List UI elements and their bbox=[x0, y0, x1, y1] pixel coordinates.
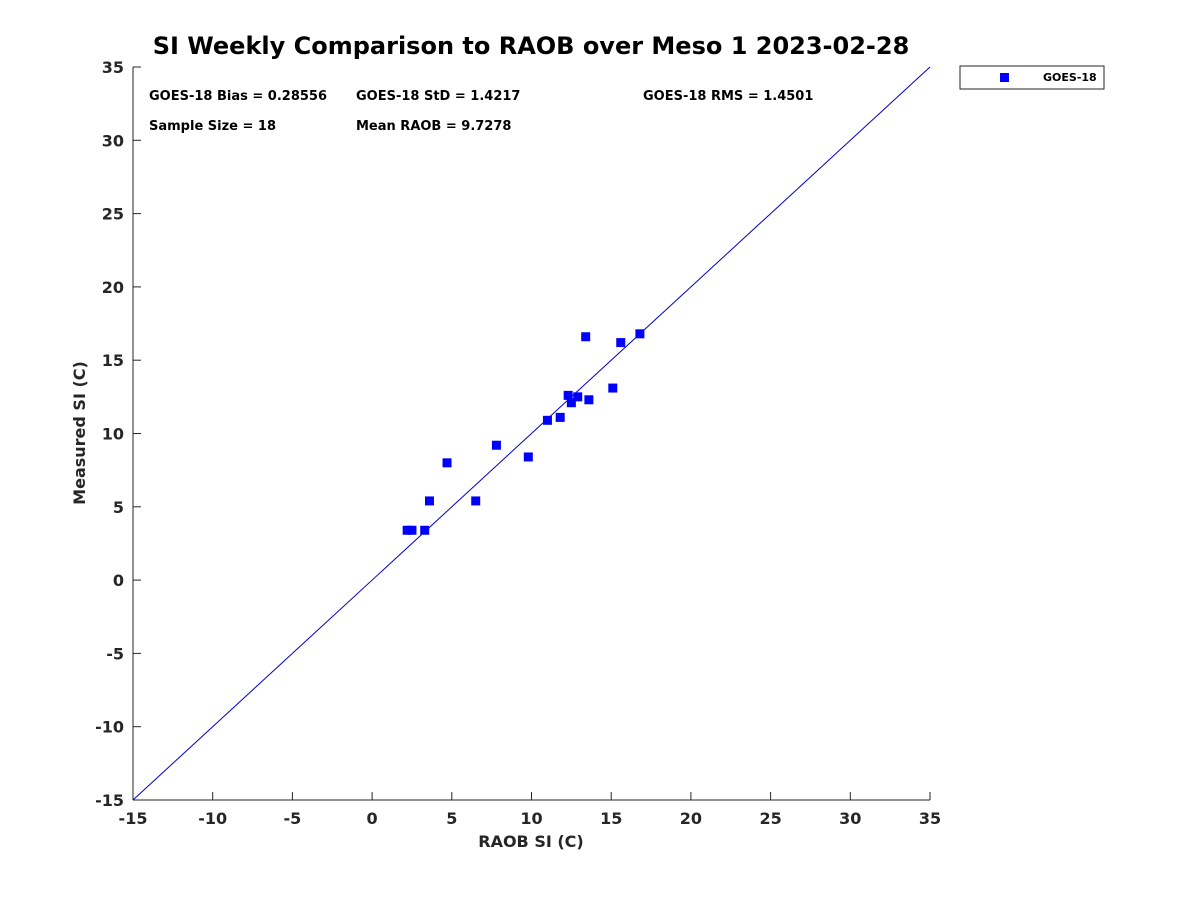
stat-bias: GOES-18 Bias = 0.28556 bbox=[149, 89, 327, 104]
legend-marker bbox=[1000, 73, 1009, 82]
data-point bbox=[566, 398, 576, 408]
x-tick-label: -5 bbox=[284, 809, 302, 828]
x-tick-label: 0 bbox=[367, 809, 378, 828]
x-tick-label: -15 bbox=[119, 809, 148, 828]
y-tick-label: -5 bbox=[106, 644, 124, 663]
x-tick-label: 35 bbox=[919, 809, 941, 828]
y-tick-label: 25 bbox=[102, 205, 124, 224]
x-axis-label: RAOB SI (C) bbox=[478, 832, 583, 851]
data-point bbox=[542, 415, 552, 425]
legend-box bbox=[959, 65, 1105, 90]
stat-mean-raob: Mean RAOB = 9.7278 bbox=[356, 119, 511, 134]
x-tick-label: 20 bbox=[680, 809, 702, 828]
data-point bbox=[402, 525, 412, 535]
y-tick-label: 15 bbox=[102, 351, 124, 370]
data-point bbox=[407, 525, 417, 535]
x-tick-label: 25 bbox=[759, 809, 781, 828]
x-tick-label: 30 bbox=[839, 809, 861, 828]
y-tick-label: -10 bbox=[95, 718, 124, 737]
x-tick-label: 5 bbox=[446, 809, 457, 828]
data-point bbox=[635, 329, 645, 339]
y-tick-label: -15 bbox=[95, 791, 124, 810]
data-point bbox=[584, 395, 594, 405]
legend: GOES-18 bbox=[959, 65, 1105, 90]
y-tick-label: 0 bbox=[113, 571, 124, 590]
data-point bbox=[420, 525, 430, 535]
data-point bbox=[573, 392, 583, 402]
x-tick-label: 15 bbox=[600, 809, 622, 828]
y-tick-label: 10 bbox=[102, 425, 124, 444]
y-tick-label: 30 bbox=[102, 131, 124, 150]
x-tick-label: -10 bbox=[198, 809, 227, 828]
data-point bbox=[471, 496, 481, 506]
stat-sample-size: Sample Size = 18 bbox=[149, 119, 276, 134]
data-point bbox=[608, 383, 618, 393]
data-point bbox=[523, 452, 533, 462]
plot-area: -15 -10 -5 0 5 10 15 20 25 30 35 -15 -10 -5 0 5 10 15 20 25… bbox=[95, 58, 941, 828]
x-tick-label: 10 bbox=[520, 809, 542, 828]
y-axis-label: Measured SI (C) bbox=[70, 361, 89, 505]
chart-title: SI Weekly Comparison to RAOB over Meso 1… bbox=[153, 32, 910, 60]
data-point bbox=[581, 332, 591, 342]
data-point bbox=[424, 496, 434, 506]
y-tick-label: 35 bbox=[102, 58, 124, 77]
y-tick-label: 20 bbox=[102, 278, 124, 297]
data-point bbox=[555, 412, 565, 422]
stat-std: GOES-18 StD = 1.4217 bbox=[356, 89, 520, 104]
data-point bbox=[563, 390, 573, 400]
reference-line bbox=[132, 66, 931, 801]
stat-rms: GOES-18 RMS = 1.4501 bbox=[643, 89, 813, 104]
data-point bbox=[442, 458, 452, 468]
legend-label: GOES-18 bbox=[1043, 71, 1097, 84]
y-tick-label: 5 bbox=[113, 498, 124, 517]
data-point bbox=[491, 440, 501, 450]
data-point bbox=[616, 338, 626, 348]
